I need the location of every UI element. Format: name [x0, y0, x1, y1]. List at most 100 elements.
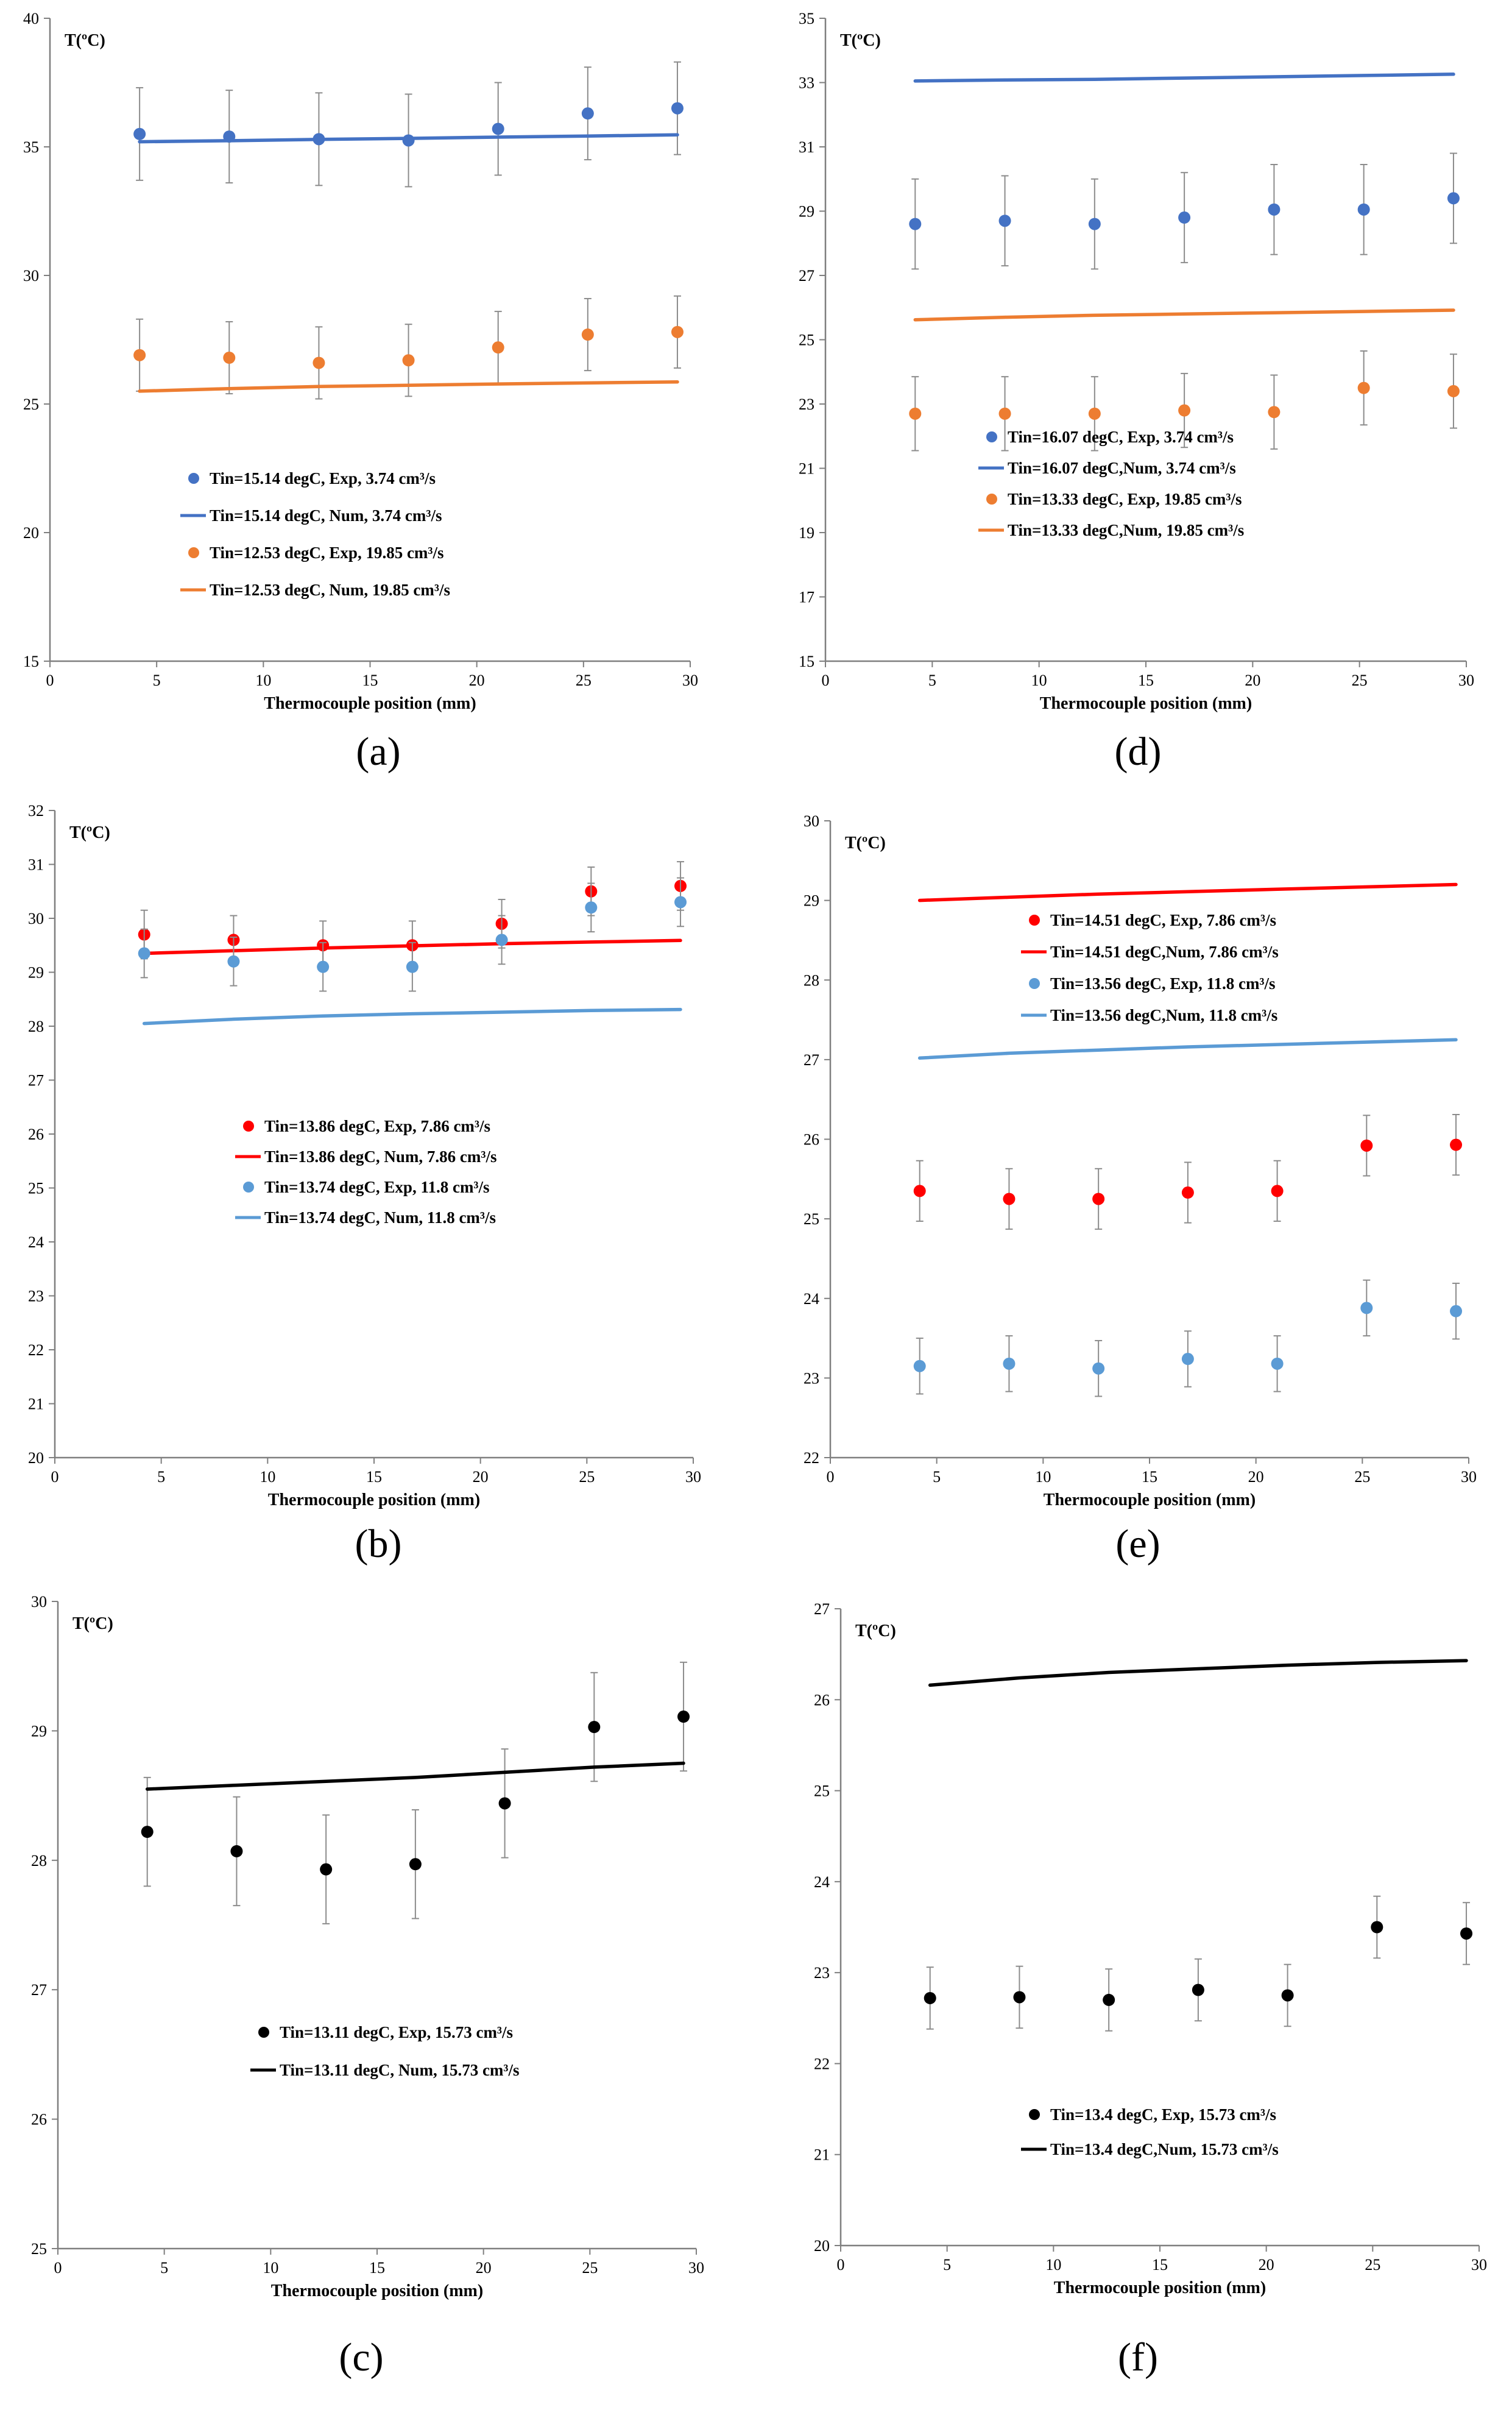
- y-tick-label: 15: [799, 653, 814, 670]
- data-point: [913, 1185, 926, 1197]
- x-tick-label: 5: [928, 672, 936, 689]
- y-tick-label: 26: [814, 1691, 830, 1709]
- data-point: [1178, 404, 1191, 417]
- panel-caption: (d): [1115, 729, 1162, 774]
- y-tick-label: 24: [804, 1290, 819, 1308]
- y-tick-label: 25: [23, 395, 39, 413]
- x-tick-label: 20: [1248, 1468, 1264, 1486]
- x-axis-label: Thermocouple position (mm): [1054, 2278, 1266, 2297]
- y-tick-label: 17: [799, 589, 814, 606]
- y-tick-label: 27: [31, 1981, 47, 1999]
- legend-label: Tin=13.4 degC,Num, 15.73 cm³/s: [1050, 2140, 1279, 2158]
- x-tick-label: 25: [1352, 672, 1368, 689]
- panel-caption: (e): [1115, 1522, 1160, 1566]
- data-point: [227, 955, 240, 968]
- data-point: [671, 102, 684, 115]
- data-point: [1013, 1991, 1026, 2004]
- y-axis-label: T(ºC): [65, 31, 105, 50]
- x-tick-label: 0: [837, 2256, 845, 2274]
- legend-dot-symbol: [243, 1121, 254, 1132]
- x-tick-label: 0: [827, 1468, 835, 1486]
- legend-label: Tin=13.74 degC, Num, 11.8 cm³/s: [264, 1208, 496, 1227]
- x-tick-label: 30: [682, 672, 698, 689]
- y-tick-label: 35: [23, 138, 39, 156]
- legend-label: Tin=13.11 degC, Exp, 15.73 cm³/s: [280, 2023, 513, 2041]
- data-point: [230, 1845, 243, 1857]
- y-tick-label: 33: [799, 74, 814, 92]
- y-tick-label: 29: [804, 892, 819, 910]
- x-tick-label: 0: [54, 2259, 62, 2277]
- data-point: [1447, 385, 1460, 397]
- data-point: [492, 341, 504, 354]
- y-tick-label: 23: [814, 1964, 830, 1982]
- x-tick-label: 10: [1035, 1468, 1051, 1486]
- data-point: [498, 1797, 511, 1810]
- data-point: [1268, 406, 1281, 419]
- x-tick-label: 30: [685, 1468, 701, 1486]
- legend-label: Tin=13.86 degC, Num, 7.86 cm³/s: [264, 1147, 497, 1166]
- legend-dot-symbol: [1029, 915, 1040, 926]
- numerical-line: [928, 1659, 1468, 1687]
- y-tick-label: 21: [799, 460, 814, 478]
- data-point: [674, 896, 687, 909]
- legend-label: Tin=13.33 degC, Exp, 19.85 cm³/s: [1008, 490, 1242, 508]
- y-tick-label: 25: [814, 1782, 830, 1800]
- y-tick-label: 29: [28, 964, 44, 982]
- x-tick-label: 15: [369, 2259, 385, 2277]
- x-tick-label: 25: [579, 1468, 595, 1486]
- panel-caption: (f): [1118, 2335, 1158, 2380]
- legend-label: Tin=13.33 degC,Num, 19.85 cm³/s: [1008, 521, 1244, 539]
- data-point: [677, 1711, 690, 1723]
- data-point: [588, 1721, 601, 1734]
- panel-caption: (b): [355, 1522, 402, 1566]
- y-tick-label: 29: [31, 1722, 47, 1740]
- data-point: [1271, 1357, 1284, 1370]
- legend-label: Tin=12.53 degC, Num, 19.85 cm³/s: [210, 581, 450, 599]
- numerical-line: [138, 133, 679, 144]
- y-tick-label: 28: [31, 1852, 47, 1870]
- chart-panel-d: 0 5 10 15 20 25 30 15 17 19 21 23 25 27 29 31 33 35 T(ºC) T…: [799, 10, 1474, 774]
- data-point: [1360, 1139, 1373, 1152]
- x-tick-label: 25: [582, 2259, 598, 2277]
- y-tick-label: 21: [814, 2146, 830, 2164]
- y-tick-label: 27: [814, 1600, 830, 1618]
- x-tick-label: 25: [1365, 2256, 1380, 2274]
- data-point: [1181, 1353, 1194, 1366]
- legend: Tin=13.4 degC, Exp, 15.73 cm³/s Tin=13.4 …: [1021, 2105, 1279, 2158]
- y-tick-label: 31: [799, 138, 814, 156]
- x-tick-label: 20: [469, 672, 485, 689]
- data-point: [1181, 1186, 1194, 1199]
- y-axis-label: T(ºC): [840, 31, 881, 50]
- data-point: [909, 218, 922, 230]
- data-point: [585, 901, 598, 914]
- x-tick-label: 30: [1458, 672, 1474, 689]
- data-point: [133, 127, 146, 140]
- x-tick-label: 25: [1354, 1468, 1370, 1486]
- y-tick-label: 24: [28, 1233, 44, 1251]
- y-tick-label: 31: [28, 856, 44, 874]
- legend-label: Tin=14.51 degC, Exp, 7.86 cm³/s: [1050, 911, 1276, 929]
- numerical-line: [142, 1007, 682, 1026]
- data-point: [1103, 1993, 1115, 2006]
- data-point: [1092, 1193, 1105, 1205]
- legend-dot-symbol: [1029, 2109, 1040, 2120]
- x-tick-label: 0: [51, 1468, 59, 1486]
- data-point: [924, 1991, 936, 2004]
- legend: Tin=15.14 degC, Exp, 3.74 cm³/s Tin=15.14…: [180, 469, 450, 599]
- data-point: [492, 122, 504, 135]
- y-tick-label: 23: [28, 1288, 44, 1305]
- x-tick-label: 10: [1045, 2256, 1061, 2274]
- numerical-line: [913, 73, 1455, 83]
- legend-label: Tin=13.56 degC,Num, 11.8 cm³/s: [1050, 1006, 1277, 1024]
- legend-label: Tin=13.56 degC, Exp, 11.8 cm³/s: [1050, 974, 1276, 993]
- data-point: [1192, 1984, 1204, 1996]
- legend-label: Tin=16.07 degC, Exp, 3.74 cm³/s: [1008, 428, 1234, 446]
- x-tick-label: 5: [943, 2256, 951, 2274]
- y-tick-label: 40: [23, 10, 39, 27]
- x-tick-label: 15: [1142, 1468, 1157, 1486]
- x-tick-label: 10: [260, 1468, 275, 1486]
- legend-label: Tin=15.14 degC, Exp, 3.74 cm³/s: [210, 469, 436, 488]
- legend-dot-symbol: [258, 2027, 269, 2038]
- y-tick-label: 20: [814, 2237, 830, 2255]
- x-tick-label: 10: [263, 2259, 278, 2277]
